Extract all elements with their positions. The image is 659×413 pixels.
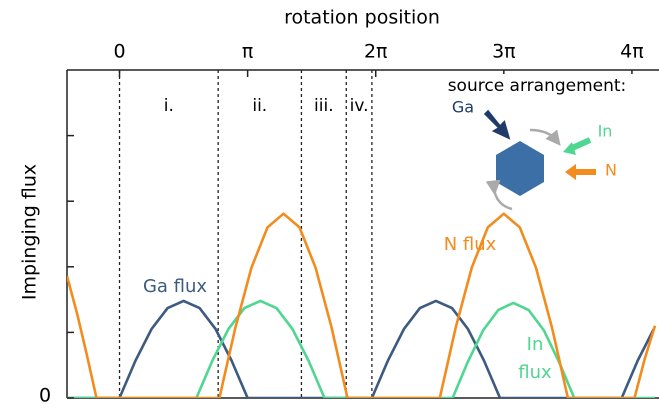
curve-label: Ga flux (143, 276, 207, 297)
rotation-arrow (529, 128, 561, 146)
curve-label: In (527, 334, 544, 355)
region-label: i. (164, 96, 174, 116)
x-tick-label: 4π (620, 41, 644, 63)
curve-label: flux (518, 362, 552, 383)
axes (66, 69, 659, 399)
source-label: In (598, 122, 613, 141)
x-tick-label: 0 (113, 41, 125, 63)
source-label: Ga (452, 98, 474, 117)
inset-title: source arrangement: (448, 76, 627, 96)
n-arrow-head (565, 164, 576, 180)
flux-line (67, 212, 657, 398)
source-label: N (605, 161, 617, 180)
x-axis-title: rotation position (284, 7, 440, 29)
y-axis-title: Impinging flux (19, 164, 41, 300)
flux-line (67, 299, 655, 398)
region-label: iii. (314, 96, 334, 116)
x-tick-label: π (242, 41, 253, 63)
x-tick-label: 3π (492, 41, 516, 63)
plot-area (67, 70, 657, 398)
rotation-arrow (485, 179, 513, 211)
in-arrow-head (563, 142, 576, 155)
x-tick-label: 2π (364, 41, 388, 63)
ga-arrow (483, 109, 511, 140)
labels: 0 π 2π 3π 4π 0 i. ii. iii. iv. (39, 41, 644, 407)
inset: source arrangement: Ga In N (430, 74, 650, 211)
y-tick-label: 0 (39, 385, 51, 407)
hexagon (496, 141, 544, 196)
curve-label: N flux (444, 234, 497, 255)
flux-line (67, 299, 655, 398)
region-label: ii. (252, 96, 267, 116)
inset-bg (430, 74, 650, 96)
region-label: iv. (350, 96, 369, 116)
